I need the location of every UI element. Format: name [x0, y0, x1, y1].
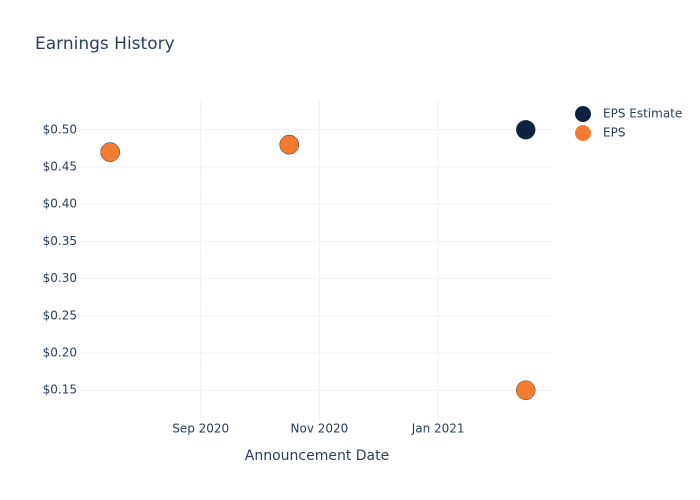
legend-marker — [575, 125, 591, 141]
x-tick-label: Nov 2020 — [291, 422, 349, 436]
y-tick-label: $0.45 — [43, 159, 77, 173]
x-tick-label: Jan 2021 — [411, 422, 465, 436]
y-tick-label: $0.25 — [43, 308, 77, 322]
x-tick-label: Sep 2020 — [172, 422, 229, 436]
chart-title: Earnings History — [35, 34, 175, 54]
legend-marker — [575, 106, 591, 122]
y-tick-label: $0.35 — [43, 234, 77, 248]
point — [515, 380, 536, 400]
point — [100, 142, 120, 162]
legend-label: EPS Estimate — [603, 107, 682, 121]
y-tick-label: $0.20 — [43, 346, 77, 360]
legend-label: EPS — [603, 126, 625, 140]
y-tick-label: $0.50 — [43, 122, 77, 136]
point — [515, 120, 536, 140]
y-tick-label: $0.15 — [43, 383, 77, 397]
x-axis-title: Announcement Date — [245, 448, 389, 464]
point — [279, 134, 299, 155]
y-tick-label: $0.30 — [43, 271, 77, 285]
y-tick-label: $0.40 — [43, 197, 77, 211]
